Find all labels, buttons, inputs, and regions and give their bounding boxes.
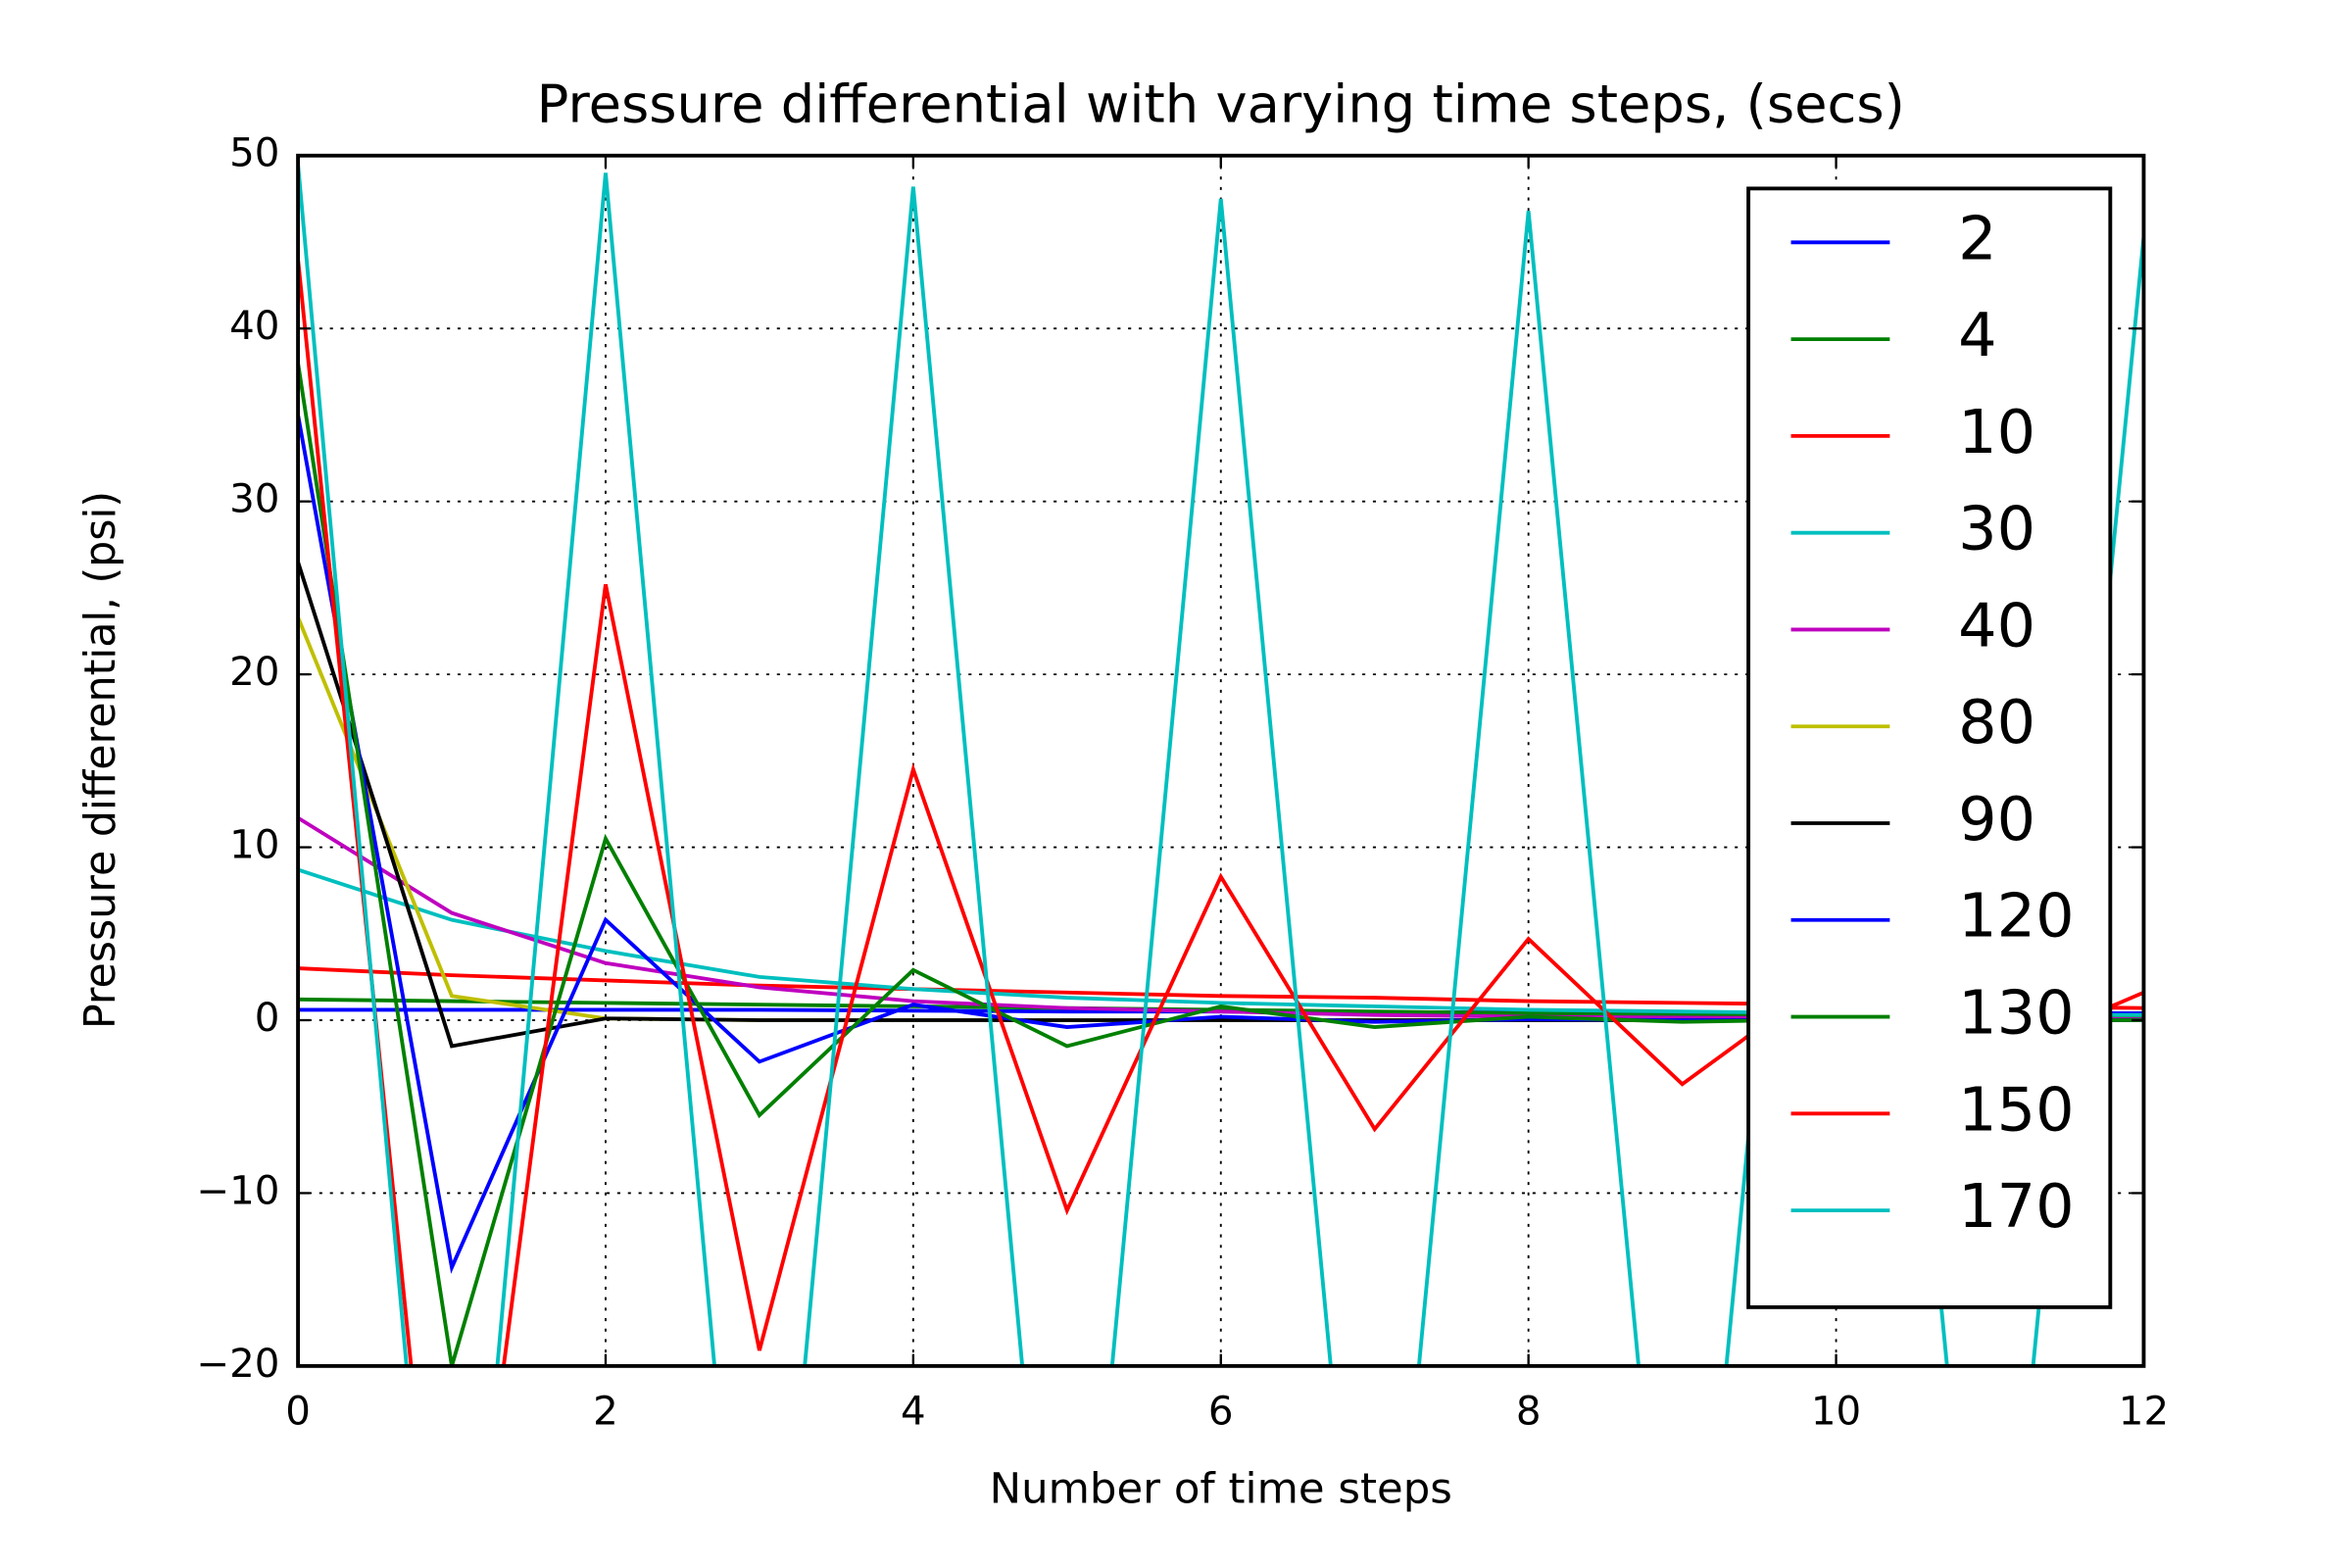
y-tick-label: 50 [229, 131, 279, 176]
x-tick-label: 10 [1811, 1390, 1861, 1435]
legend-label: 4 [1958, 301, 1996, 370]
legend-label: 10 [1958, 397, 2035, 466]
legend-label: 30 [1958, 494, 2035, 564]
x-tick-label: 8 [1516, 1390, 1542, 1435]
legend: 2 4 10 30 40 80 90 120 130 150 170 [1746, 186, 2113, 1309]
y-axis-label: Pressure differential, (psi) [76, 491, 125, 1029]
x-tick-label: 4 [901, 1390, 926, 1435]
y-tick-label: 20 [229, 650, 279, 695]
y-tick-label: −10 [196, 1169, 279, 1214]
legend-label: 130 [1958, 978, 2074, 1048]
legend-label: 170 [1958, 1172, 2074, 1242]
y-tick-label: 40 [229, 304, 279, 349]
x-tick-label: 0 [285, 1390, 311, 1435]
chart-title: Pressure differential with varying time … [537, 74, 1905, 134]
legend-box [1746, 186, 2113, 1309]
x-tick-label: 12 [2119, 1390, 2169, 1435]
legend-label: 80 [1958, 688, 2035, 758]
y-tick-label: 30 [229, 477, 279, 522]
legend-label: 120 [1958, 881, 2074, 951]
ticks: 0 2 4 6 8 10 12 −20 −10 0 10 20 30 40 50 [196, 131, 2169, 1435]
y-tick-label: −20 [196, 1342, 279, 1387]
y-tick-label: 0 [255, 996, 280, 1041]
legend-label: 2 [1958, 204, 1996, 273]
x-tick-label: 2 [593, 1390, 618, 1435]
legend-label: 150 [1958, 1075, 2074, 1145]
x-tick-label: 6 [1208, 1390, 1234, 1435]
y-tick-label: 10 [229, 823, 279, 868]
legend-label: 90 [1958, 784, 2035, 854]
x-axis-label: Number of time steps [990, 1465, 1452, 1514]
legend-label: 40 [1958, 591, 2035, 661]
